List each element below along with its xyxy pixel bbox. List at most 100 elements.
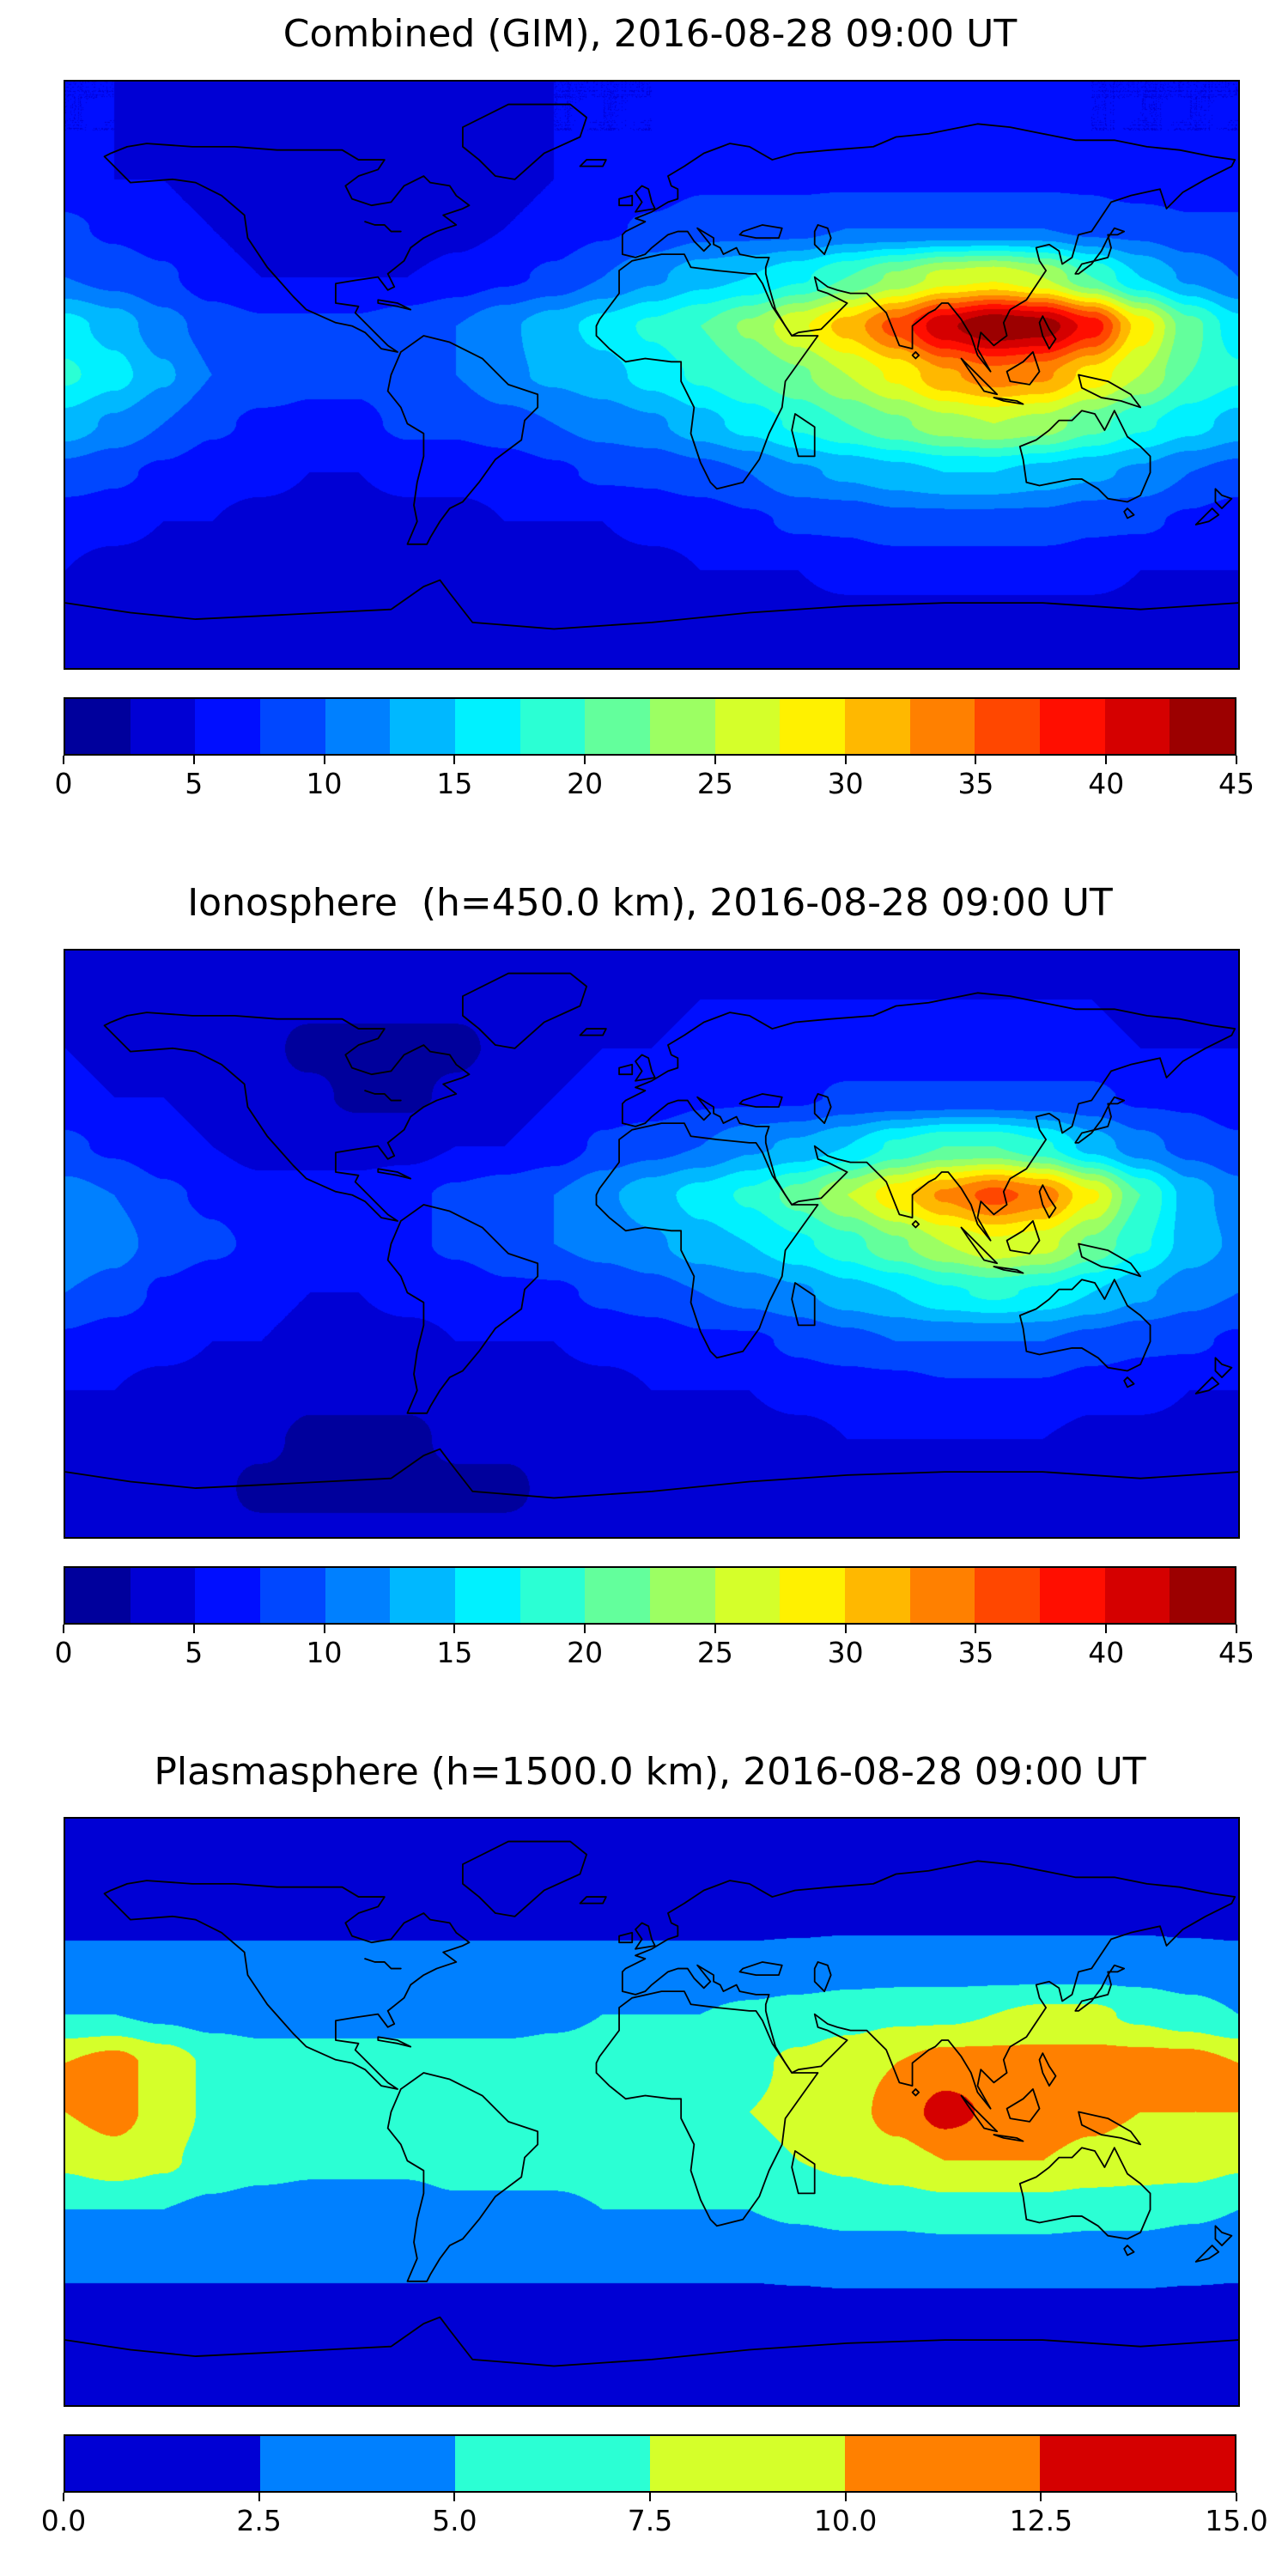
colorbar: 0.0 2.5 5.0 7.5 10.0 12.5 15.0 — [41, 2434, 1268, 2543]
coastline-path — [378, 2038, 410, 2047]
colorbar-cell — [455, 1567, 520, 1623]
coastline-path — [913, 352, 920, 359]
coastline-path — [1020, 1279, 1151, 1370]
coastline-path — [1215, 2227, 1231, 2246]
coastline-path — [815, 225, 831, 254]
coastline-path — [596, 1991, 817, 2226]
tec-heatmap-canvas — [65, 950, 1238, 1537]
colorbar-tick-mark — [453, 755, 456, 764]
colorbar-tick-label: 7.5 — [627, 2504, 673, 2538]
colorbar-tick-label: 40 — [1088, 766, 1125, 800]
colorbar-cell — [455, 2436, 650, 2492]
colorbar-cell — [845, 698, 910, 754]
coastline-path — [993, 398, 1023, 404]
colorbar-cell — [260, 698, 325, 754]
colorbar-tick-label: 5 — [185, 1635, 204, 1669]
coastline-path — [580, 1029, 606, 1036]
coastline-path — [1196, 2245, 1219, 2262]
colorbar-cell — [1040, 1567, 1105, 1623]
colorbar-tick-mark — [714, 755, 716, 764]
colorbar-tick-mark — [975, 1624, 977, 1633]
colorbar-cell — [1104, 1567, 1170, 1623]
coastline-path — [739, 1962, 781, 1975]
colorbar-cell — [65, 1567, 131, 1623]
coastline-path — [378, 1169, 410, 1178]
panel-plasmasphere: Plasmasphere (h=1500.0 km), 2016-08-28 0… — [41, 1749, 1268, 2543]
coastline-path — [993, 1267, 1023, 1273]
colorbar-cell — [909, 1567, 975, 1623]
coastline-path — [1075, 1097, 1124, 1142]
coastline-path — [993, 2135, 1023, 2142]
colorbar-cell — [845, 2436, 1040, 2492]
colorbar-cell — [714, 698, 781, 754]
colorbar-tick-label: 10 — [306, 1635, 343, 1669]
colorbar-cell — [585, 698, 651, 754]
colorbar-tick-label: 10 — [306, 766, 343, 800]
colorbar-cell — [714, 1567, 781, 1623]
colorbar-tick-label: 0.0 — [40, 2504, 87, 2538]
colorbar-cell — [1170, 1567, 1236, 1623]
colorbar-tick-mark — [63, 2493, 64, 2502]
colorbar-tick-label: 20 — [567, 1635, 604, 1669]
coastline-path — [580, 160, 606, 167]
colorbar-tick-mark — [1236, 755, 1237, 764]
colorbar-tick-label: 5.0 — [432, 2504, 477, 2538]
coastline-path — [739, 1094, 781, 1107]
colorbar-tick-mark — [1105, 1624, 1108, 1633]
colorbar-tick-label: 5 — [185, 766, 204, 800]
panel-combined-gim: Combined (GIM), 2016-08-28 09:00 UT 0 5 10… — [55, 12, 1255, 805]
colorbar-tick-mark — [453, 1624, 456, 1633]
coastlines-overlay — [65, 82, 1238, 668]
colorbar-tick-mark — [323, 1624, 325, 1633]
colorbar-cell — [1104, 698, 1170, 754]
colorbar-tick-mark — [714, 1624, 716, 1633]
colorbar-cell — [519, 698, 586, 754]
tec-map — [64, 948, 1240, 1539]
colorbar-tick-label: 15 — [436, 766, 473, 800]
colorbar-cell — [325, 698, 391, 754]
coastline-path — [388, 2073, 538, 2281]
coastline-path — [1075, 1965, 1124, 2011]
colorbar-tick-label: 25 — [696, 766, 733, 800]
coastline-path — [623, 124, 1235, 371]
colorbar-tick-mark — [844, 2493, 847, 2502]
coastline-path — [635, 185, 655, 211]
coastline-path — [635, 1923, 655, 1949]
colorbar-cell — [195, 698, 261, 754]
coastline-path — [105, 1012, 470, 1221]
coastline-path — [1196, 508, 1219, 525]
coastline-path — [1007, 1221, 1040, 1254]
colorbar-cell — [650, 1567, 715, 1623]
colorbar-tick-mark — [1040, 2493, 1042, 2502]
coastline-path — [1078, 374, 1140, 407]
colorbar-tick-label: 45 — [1218, 766, 1255, 800]
colorbar-cells — [64, 2434, 1236, 2494]
colorbar-cell — [260, 2436, 455, 2492]
coastline-path — [961, 1227, 997, 1263]
colorbar-tick-label: 25 — [696, 1635, 733, 1669]
colorbar-tick-mark — [649, 2493, 651, 2502]
coastlines-overlay — [65, 951, 1238, 1537]
colorbar-tick-label: 20 — [567, 766, 604, 800]
coastline-path — [623, 993, 1235, 1240]
coastline-path — [1078, 2112, 1140, 2145]
coastline-path — [623, 1862, 1235, 2109]
colorbar-tick-label: 40 — [1088, 1635, 1125, 1669]
coastline-path — [739, 225, 781, 238]
coastline-path — [65, 1449, 1238, 1498]
coastline-path — [619, 1064, 632, 1073]
coastline-path — [815, 1962, 831, 1991]
coastline-path — [1040, 1185, 1056, 1218]
colorbar-cells — [64, 696, 1236, 756]
coastline-path — [1078, 1243, 1140, 1276]
tec-heatmap-canvas — [65, 81, 1238, 668]
coastline-path — [1040, 316, 1056, 349]
coastline-path — [961, 2096, 997, 2132]
colorbar-tick-label: 15 — [436, 1635, 473, 1669]
coastlines-overlay — [65, 1819, 1238, 2405]
panel-title: Plasmasphere (h=1500.0 km), 2016-08-28 0… — [154, 1749, 1146, 1794]
colorbar-tick-label: 30 — [827, 1635, 864, 1669]
colorbar-tick-mark — [192, 755, 195, 764]
coastline-path — [596, 1123, 817, 1358]
coastline-path — [1007, 2089, 1040, 2122]
